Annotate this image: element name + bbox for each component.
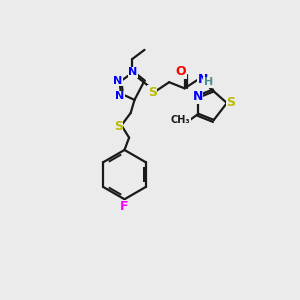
Text: S: S (148, 86, 157, 99)
Text: N: N (113, 76, 122, 86)
Text: CH₃: CH₃ (171, 115, 190, 125)
Text: N: N (193, 90, 203, 103)
Text: S: S (226, 97, 235, 110)
Text: H: H (204, 77, 213, 87)
Text: S: S (114, 120, 123, 133)
Text: N: N (198, 74, 208, 86)
Text: O: O (176, 65, 186, 78)
Text: N: N (115, 91, 124, 101)
Text: N: N (128, 67, 138, 77)
Text: F: F (120, 200, 129, 213)
